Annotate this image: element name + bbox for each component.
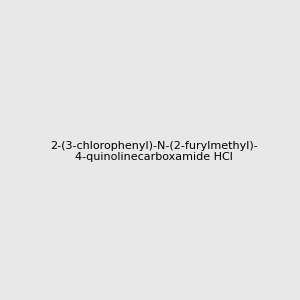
- Text: 2-(3-chlorophenyl)-N-(2-furylmethyl)-
4-quinolinecarboxamide HCl: 2-(3-chlorophenyl)-N-(2-furylmethyl)- 4-…: [50, 141, 258, 162]
